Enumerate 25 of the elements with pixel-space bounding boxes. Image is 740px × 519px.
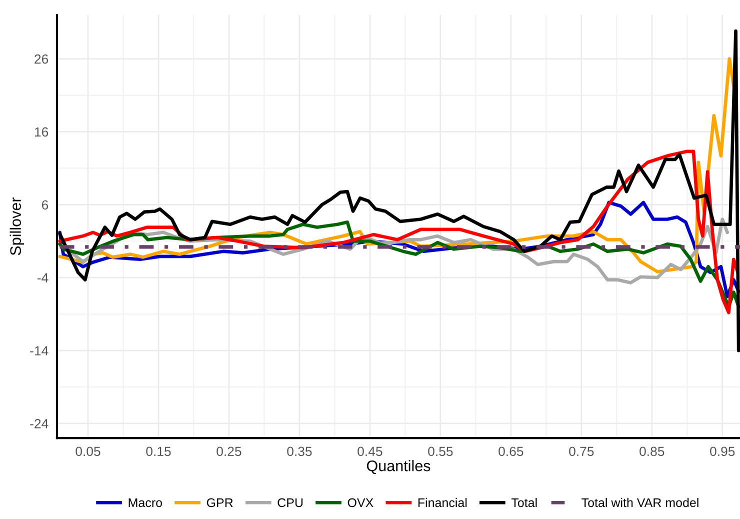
legend-label: Total [511,498,537,508]
y-tick-label: 6 [42,200,48,210]
legend-label: OVX [348,498,374,508]
x-tick-label: 0.25 [216,446,242,456]
y-tick-label: -14 [30,346,48,356]
y-tick-label: 16 [34,127,48,137]
x-tick-label: 0.05 [76,446,100,456]
legend-label: Total with VAR model [582,498,698,508]
legend-label: Financial [418,498,467,508]
x-tick-label: 0.35 [287,446,312,456]
x-tick-label: 0.55 [428,446,453,456]
x-tick-label: 0.85 [640,446,664,456]
x-tick-label: 0.15 [146,446,171,456]
legend-label: Macro [128,498,162,508]
x-axis-title: Quantiles [366,460,430,474]
y-tick-label: 26 [34,54,48,64]
y-axis-title: Spillover [10,198,24,256]
x-tick-label: 0.75 [569,446,594,456]
y-tick-label: -24 [30,419,48,428]
y-tick-label: -4 [38,273,48,282]
x-tick-label: 0.45 [358,446,382,456]
legend-label: GPR [206,498,233,508]
x-tick-label: 0.65 [498,446,524,456]
legend-label: CPU [278,498,303,508]
x-tick-label: 0.95 [710,446,735,456]
